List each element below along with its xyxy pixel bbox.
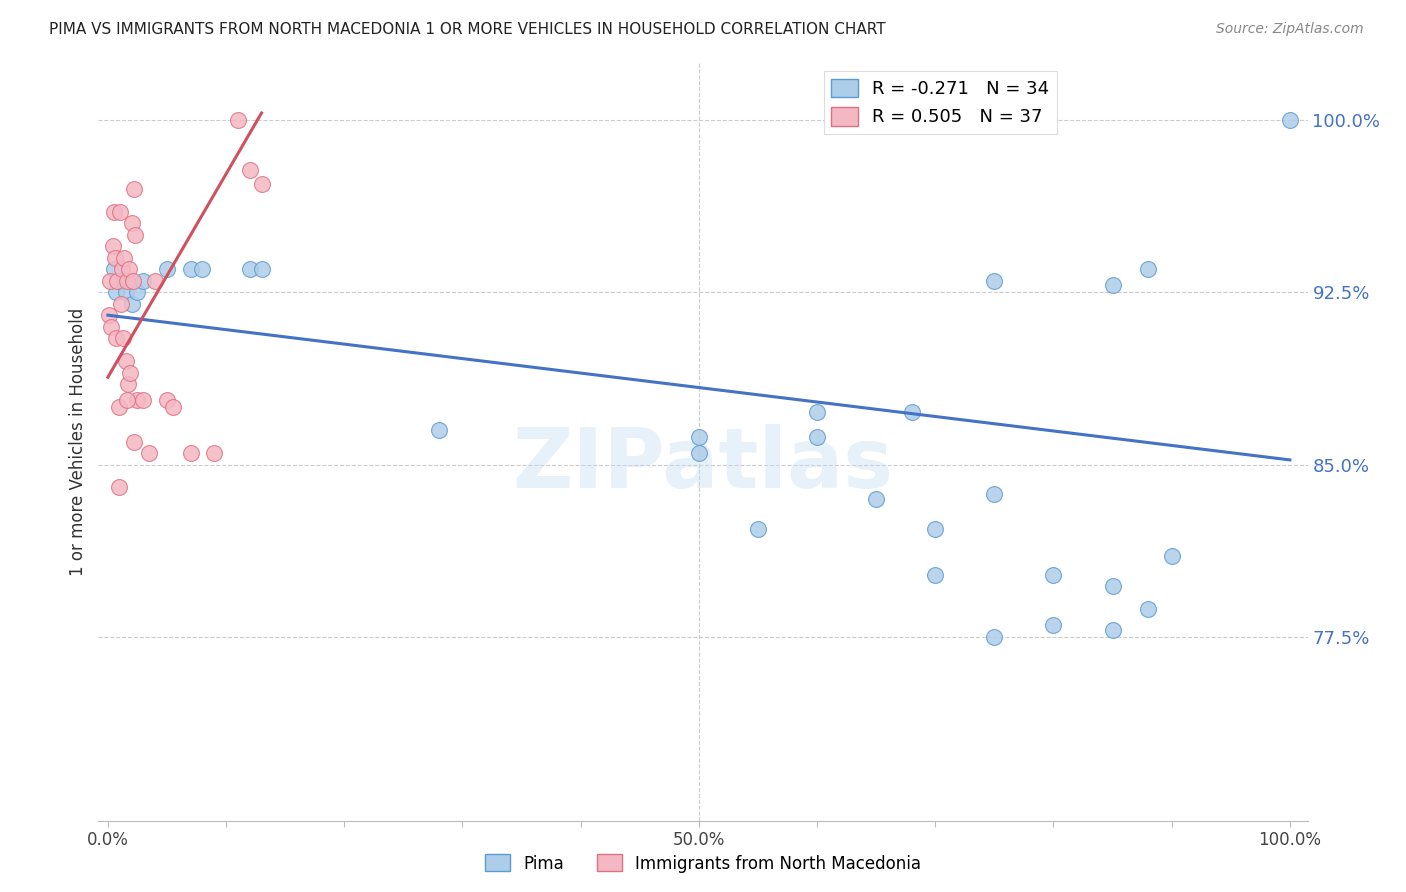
Point [900,405,922,419]
Point [120,366,142,380]
Legend: Pima, Immigrants from North Macedonia: Pima, Immigrants from North Macedonia [478,847,928,880]
Point [924,522,946,536]
Point [98,274,121,288]
Point [250,178,273,192]
Point [239,262,262,277]
Point [122,182,145,196]
Point [103,262,125,277]
Point [121,216,143,230]
Point [107,481,129,495]
Point [127,285,149,300]
Point [1101,579,1123,593]
Point [138,446,160,460]
Point [98,308,121,322]
Point [180,446,202,460]
Point [103,204,125,219]
Point [101,239,124,253]
Point [121,296,143,310]
Text: Source: ZipAtlas.com: Source: ZipAtlas.com [1216,22,1364,37]
Point [117,377,139,392]
Point [427,423,450,437]
Point [806,405,828,419]
Y-axis label: 1 or more Vehicles in Household: 1 or more Vehicles in Household [69,308,87,575]
Point [105,274,128,288]
Point [122,434,145,449]
Point [112,331,135,345]
Point [112,251,135,265]
Point [806,430,828,444]
Point [747,522,769,536]
Point [1101,278,1123,293]
Point [143,274,166,288]
Point [107,400,129,414]
Point [156,262,179,277]
Point [156,393,179,408]
Legend: R = -0.271   N = 34, R = 0.505   N = 37: R = -0.271 N = 34, R = 0.505 N = 37 [824,71,1057,134]
Point [124,227,146,242]
Point [983,487,1005,501]
Point [180,262,202,277]
Point [121,274,143,288]
Text: ZIPatlas: ZIPatlas [513,424,893,505]
Point [202,446,225,460]
Point [1137,602,1160,616]
Point [132,393,155,408]
Point [1042,618,1064,632]
Point [111,274,134,288]
Point [162,400,184,414]
Point [226,112,249,127]
Point [1101,623,1123,637]
Point [127,393,149,408]
Point [118,262,141,277]
Point [100,319,122,334]
Point [983,630,1005,644]
Point [1137,262,1160,277]
Point [115,393,138,408]
Point [132,274,155,288]
Point [104,251,127,265]
Point [239,163,262,178]
Point [688,446,710,460]
Point [983,274,1005,288]
Point [114,354,136,368]
Point [1160,549,1182,564]
Point [924,567,946,582]
Point [1278,112,1301,127]
Point [114,285,136,300]
Point [111,262,134,277]
Text: PIMA VS IMMIGRANTS FROM NORTH MACEDONIA 1 OR MORE VEHICLES IN HOUSEHOLD CORRELAT: PIMA VS IMMIGRANTS FROM NORTH MACEDONIA … [49,22,886,37]
Point [191,262,214,277]
Point [250,262,273,277]
Point [865,491,887,506]
Point [1042,567,1064,582]
Point [115,274,138,288]
Point [108,204,131,219]
Point [105,285,128,300]
Point [110,296,132,310]
Point [688,430,710,444]
Point [105,331,128,345]
